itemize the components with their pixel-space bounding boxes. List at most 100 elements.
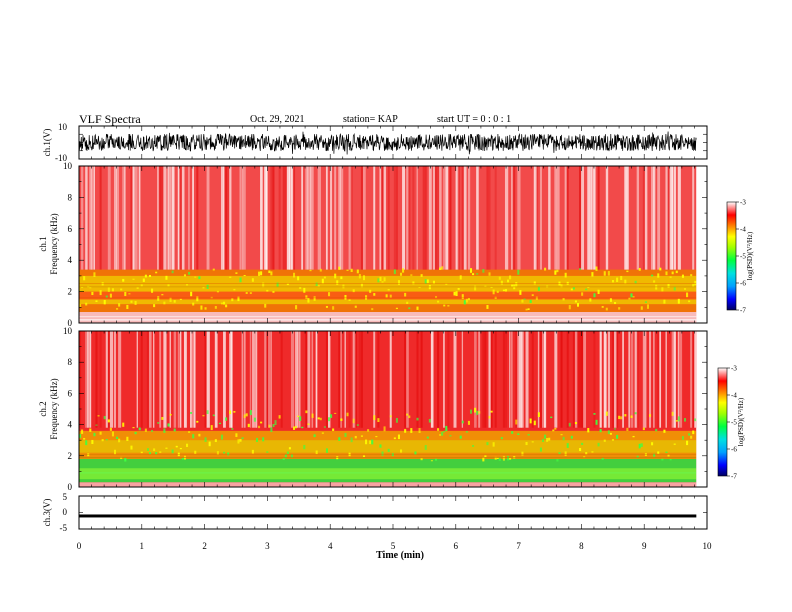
spectrogram-fleck bbox=[589, 298, 592, 302]
spectrogram-streak bbox=[437, 331, 440, 428]
spectrogram-streak bbox=[566, 166, 569, 270]
spectrogram-streak bbox=[177, 331, 180, 428]
spectrogram-fleck bbox=[554, 428, 557, 430]
spectrogram-fleck bbox=[305, 295, 308, 299]
spectrogram-fleck bbox=[220, 302, 224, 305]
spectrogram-fleck bbox=[640, 306, 643, 310]
spectrogram-streak bbox=[280, 331, 283, 428]
spectrogram-fleck bbox=[585, 288, 588, 291]
spectrogram-fleck bbox=[400, 449, 403, 453]
spectrogram-fleck bbox=[474, 285, 477, 291]
spectrogram-streak bbox=[535, 166, 538, 270]
spectrogram-streak bbox=[548, 166, 551, 270]
spectrogram-streak bbox=[379, 166, 382, 270]
spectrogram-fleck bbox=[354, 305, 357, 308]
ch3-ytick-top: 5 bbox=[63, 492, 68, 502]
spectrogram-streak bbox=[494, 166, 497, 270]
spectrogram-fleck bbox=[208, 441, 211, 447]
spectrogram-fleck bbox=[595, 419, 598, 425]
spectrogram-streak bbox=[589, 166, 593, 270]
spectrogram-fleck bbox=[424, 279, 427, 284]
spectrogram-fleck bbox=[653, 453, 656, 457]
spectrogram-streak bbox=[404, 331, 407, 428]
spectrogram-streak bbox=[521, 331, 524, 428]
ch1-waveform-line bbox=[79, 131, 697, 155]
spectrogram-fleck bbox=[686, 292, 689, 298]
spectrogram-streak bbox=[204, 331, 207, 428]
spectrogram-fleck bbox=[434, 458, 438, 461]
spectrogram-fleck bbox=[509, 275, 512, 280]
spectrogram-fleck bbox=[216, 290, 219, 293]
spectrogram-streak bbox=[517, 331, 521, 428]
spectrogram-fleck bbox=[85, 302, 88, 306]
spectrogram-streak bbox=[87, 331, 89, 428]
spectrogram-fleck bbox=[469, 409, 473, 414]
spectrogram-fleck bbox=[603, 271, 606, 276]
spectrogram-fleck bbox=[109, 293, 112, 298]
spectrogram-streak bbox=[159, 166, 162, 270]
spectrogram-streak bbox=[109, 331, 114, 428]
spectrogram-streak bbox=[554, 331, 558, 428]
spectrogram-fleck bbox=[132, 278, 135, 280]
spectrogram-fleck bbox=[484, 285, 487, 287]
spectrogram-fleck bbox=[653, 280, 656, 283]
spectrogram-fleck bbox=[389, 294, 392, 298]
spectrogram-fleck bbox=[669, 459, 672, 461]
colorbar-tick-label: -4 bbox=[740, 226, 746, 234]
spectrogram-fleck bbox=[229, 276, 232, 278]
spectrogram-streak bbox=[669, 166, 673, 270]
spectrogram-fleck bbox=[272, 424, 275, 428]
spectrogram-fleck bbox=[402, 268, 405, 273]
spectrogram-fleck bbox=[192, 302, 195, 306]
spectrogram-fleck bbox=[169, 413, 172, 416]
spectrogram-fleck bbox=[262, 437, 265, 442]
spectrogram-fleck bbox=[383, 426, 386, 432]
spectrogram-fleck bbox=[595, 266, 598, 271]
spectrogram-streak bbox=[307, 331, 311, 428]
spectrogram-streak bbox=[194, 331, 196, 428]
spectrogram-fleck bbox=[646, 304, 649, 309]
spectrogram-fleck bbox=[488, 272, 491, 276]
spectrogram-streak bbox=[305, 331, 308, 428]
spectrogram-streak bbox=[463, 166, 467, 270]
spectrogram-fleck bbox=[161, 417, 164, 420]
spectrogram-streak bbox=[159, 331, 162, 428]
spectrogram-streak bbox=[220, 166, 224, 270]
spectrogram-fleck bbox=[258, 425, 261, 429]
spectrogram-fleck bbox=[665, 451, 668, 453]
spectrogram-streak bbox=[260, 166, 263, 270]
spectrogram-fleck bbox=[611, 439, 615, 441]
spectrogram-streak bbox=[566, 331, 569, 428]
spectrogram-fleck bbox=[476, 273, 479, 275]
spectrogram-streak bbox=[373, 166, 376, 270]
spectrogram-streak bbox=[148, 331, 152, 428]
spectrogram-fleck bbox=[332, 306, 335, 310]
spectrogram-streak bbox=[597, 166, 600, 270]
spectrogram-streak bbox=[344, 331, 346, 428]
spectrogram-fleck bbox=[237, 439, 240, 444]
spectrogram-fleck bbox=[420, 458, 423, 461]
spectrogram-fleck bbox=[651, 442, 654, 446]
spectrogram-fleck bbox=[167, 284, 170, 287]
spectrogram-streak bbox=[581, 331, 584, 428]
spectrogram-fleck bbox=[373, 293, 376, 296]
spectrogram-fleck bbox=[210, 296, 213, 299]
spectrogram-streak bbox=[89, 331, 92, 428]
spectrogram-fleck bbox=[245, 413, 248, 417]
frequency-tick-label: 10 bbox=[63, 161, 73, 171]
spectrogram-fleck bbox=[585, 452, 588, 455]
spectrogram-fleck bbox=[463, 300, 466, 305]
spectrogram-fleck bbox=[694, 418, 697, 422]
spectrogram-fleck bbox=[597, 289, 600, 294]
spectrogram-fleck bbox=[276, 282, 279, 288]
spectrogram-fleck bbox=[430, 460, 433, 462]
spectrogram-fleck bbox=[404, 429, 407, 433]
spectrogram-fleck bbox=[611, 279, 615, 283]
spectrogram-fleck bbox=[255, 437, 259, 443]
frequency-tick-label: 4 bbox=[68, 255, 73, 265]
spectrogram-fleck bbox=[663, 299, 666, 304]
ch2-spectrogram-ylabel-channel: ch.2 bbox=[38, 401, 48, 416]
spectrogram-fleck bbox=[142, 278, 145, 282]
spectrogram-fleck bbox=[579, 268, 582, 271]
